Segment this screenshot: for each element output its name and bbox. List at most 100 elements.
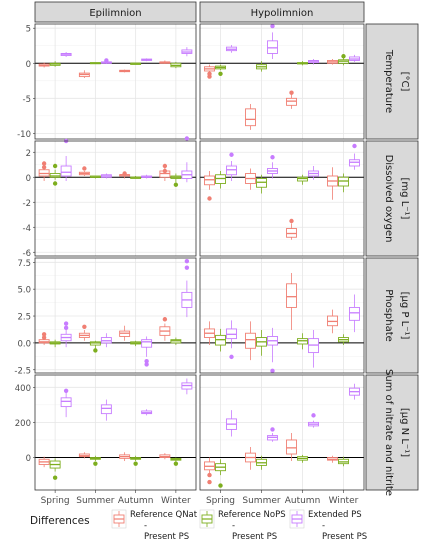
row-strip-label-group: Dissolved oxygen — [383, 155, 394, 243]
row-strip-unit: [°C] — [399, 72, 410, 92]
x-tick-label: Spring — [206, 496, 235, 506]
outlier-point — [270, 155, 275, 160]
legend-label: - — [322, 521, 325, 531]
column-strip — [199, 1, 365, 23]
outlier-point — [93, 461, 98, 466]
outlier-point — [52, 163, 58, 169]
x-tick-label: Winter — [329, 496, 359, 506]
outlier-point — [207, 472, 212, 478]
outlier-point — [63, 321, 69, 326]
y-tick-label: 5 — [26, 25, 31, 35]
outlier-point — [289, 90, 294, 95]
column-strip-label: Hypolimnion — [251, 8, 314, 19]
outlier-point — [270, 368, 275, 374]
row-strip-unit-group: [µg N L⁻¹] — [399, 408, 410, 457]
legend-label: Present PS — [322, 532, 367, 542]
y-tick-label: 5.0 — [17, 286, 31, 296]
y-tick-label: 200 — [15, 419, 31, 429]
box — [286, 283, 297, 308]
x-tick-label: Winter — [161, 496, 191, 506]
outlier-point — [207, 196, 212, 201]
x-tick-label: Spring — [41, 496, 70, 506]
y-tick-label: 0.0 — [17, 339, 31, 349]
outlier-point — [133, 461, 138, 466]
row-strip-unit-group: [°C] — [399, 72, 410, 92]
outlier-point — [207, 71, 212, 76]
legend-label: Extended PS — [308, 510, 362, 520]
panel-background — [35, 24, 196, 139]
outlier-point — [352, 143, 357, 149]
outlier-point — [162, 168, 168, 174]
x-tick-label: Summer — [242, 496, 280, 506]
panel-background — [35, 258, 196, 373]
panel-background — [35, 141, 196, 256]
panel-border — [34, 140, 197, 257]
box — [286, 439, 297, 455]
outlier-point — [52, 475, 58, 480]
outlier-point — [93, 348, 98, 353]
row-strip-label: Temperature — [383, 49, 394, 113]
outlier-point — [207, 479, 212, 485]
y-tick-label: -4 — [23, 224, 31, 234]
legend-label: Present PS — [144, 532, 189, 542]
row-strip-label: Phosphate — [383, 289, 394, 342]
outlier-point — [144, 362, 149, 367]
row-strip — [365, 23, 419, 140]
row-strip-unit: [mg L⁻¹] — [399, 178, 410, 220]
row-strip-label-group: Phosphate — [383, 289, 394, 342]
outlier-point — [122, 171, 127, 176]
row-strip-label-group: Temperature — [383, 49, 394, 113]
panel-background — [35, 375, 196, 490]
outlier-point — [144, 358, 149, 364]
row-strip — [365, 374, 419, 491]
y-tick-label: 2 — [26, 149, 31, 159]
panel-border — [34, 374, 197, 491]
outlier-point — [341, 54, 346, 59]
outlier-point — [63, 325, 69, 331]
panel-background — [200, 24, 364, 139]
y-tick-label: -2.5 — [14, 366, 31, 376]
column-strip-label: Epilimnion — [89, 8, 141, 19]
outlier-point — [63, 388, 69, 394]
outlier-point — [218, 71, 223, 76]
legend-label: Reference NoPS — [218, 510, 286, 520]
outlier-point — [270, 23, 275, 29]
box — [141, 339, 153, 348]
row-strip-unit-group: [mg L⁻¹] — [399, 178, 410, 220]
legend-title: Differences — [30, 515, 90, 527]
outlier-point — [184, 136, 190, 141]
row-strip — [365, 140, 419, 257]
outlier-point — [162, 163, 168, 169]
panel-border — [34, 23, 197, 140]
outlier-point — [52, 181, 58, 186]
legend-label: Present PS — [232, 532, 277, 542]
y-tick-label: 0 — [26, 60, 31, 70]
row-strip-unit: [µg N L⁻¹] — [399, 408, 410, 457]
x-tick-label: Summer — [76, 496, 114, 506]
panel-border — [199, 140, 365, 257]
box — [60, 165, 72, 177]
box — [349, 306, 360, 321]
legend-label: - — [144, 521, 147, 531]
y-tick-label: 400 — [15, 384, 31, 394]
outlier-point — [229, 354, 234, 360]
outlier-point — [41, 335, 47, 340]
row-strip-label: Dissolved oxygen — [383, 155, 394, 243]
panel-border — [199, 374, 365, 491]
y-tick-label: 0 — [26, 174, 31, 184]
outlier-point — [104, 58, 109, 63]
outlier-point — [184, 265, 190, 270]
y-tick-label: -6 — [23, 249, 31, 259]
outlier-point — [41, 165, 47, 170]
outlier-point — [229, 152, 234, 157]
row-strip-label: Sum of nitrate and nitrite — [383, 369, 394, 496]
panel-background — [200, 375, 364, 490]
row-strip — [365, 257, 419, 374]
outlier-point — [218, 483, 223, 488]
legend-label: Reference QNat — [130, 510, 198, 520]
panel-border — [199, 257, 365, 374]
y-tick-label: 7.5 — [17, 259, 31, 269]
box — [286, 97, 297, 106]
column-strip — [34, 1, 197, 23]
